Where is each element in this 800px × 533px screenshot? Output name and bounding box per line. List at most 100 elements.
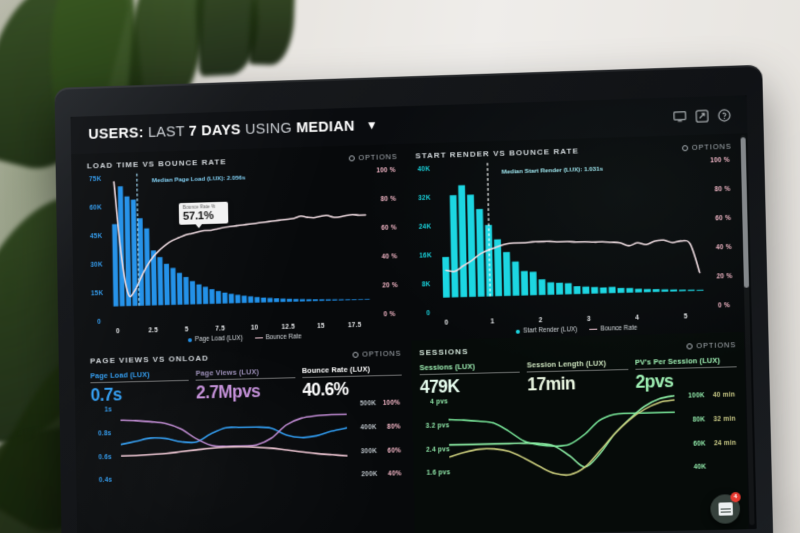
x-tick: 1 — [490, 318, 495, 326]
tooltip-pointer — [194, 222, 203, 229]
panel-page-views-vs-onload: PAGE VIEWS VS ONLOAD OPTIONS Page Load (… — [82, 340, 413, 533]
y2-tick: 200K — [361, 470, 378, 479]
panel-sessions: SESSIONS OPTIONS Sessions (LUX) 479K Ses… — [411, 331, 749, 533]
legend-item[interactable]: Bounce Rate — [254, 333, 302, 342]
y3-tick: 40% — [387, 470, 402, 478]
y-tick: 60K — [89, 204, 102, 212]
gear-icon — [681, 144, 688, 151]
legend-item[interactable]: Start Render (LUX) — [516, 326, 577, 335]
x-tick: 3 — [586, 315, 591, 323]
x-tick: 17.5 — [347, 321, 362, 330]
chat-button[interactable]: 4 — [710, 492, 741, 524]
header-icon-group — [673, 108, 731, 123]
screen: USERS: LAST 7 DAYS USING MEDIAN ▼ — [70, 95, 757, 533]
y2-tick: 0 % — [383, 311, 396, 319]
kpi-row: Page Load (LUX) 0.7s Page Views (LUX) 2.… — [90, 364, 402, 407]
kpi-value: 0.7s — [90, 384, 122, 405]
y2-tick: 60 % — [715, 214, 732, 223]
y-tick: 32K — [418, 194, 431, 203]
x-tick: 2.5 — [148, 327, 159, 335]
chat-widget[interactable]: 4 — [710, 492, 741, 524]
y-tick: 24K — [418, 223, 432, 231]
gear-icon — [352, 351, 359, 358]
y2-tick: 500K — [359, 399, 377, 408]
y-tick: 0.6s — [98, 453, 112, 462]
y2-tick: 80 % — [714, 185, 731, 194]
y3-tick: 32 min — [713, 415, 736, 424]
legend-dash-icon — [589, 328, 598, 331]
gear-icon — [686, 342, 693, 349]
help-icon[interactable] — [718, 108, 731, 121]
kpi-value: 2pvs — [635, 370, 674, 392]
y3-tick: 60% — [387, 447, 402, 455]
options-button[interactable]: OPTIONS — [681, 141, 732, 153]
y2-tick: 80 % — [380, 195, 397, 204]
kpi-page-load: Page Load (LUX) 0.7s — [90, 369, 190, 407]
panel-start-render-vs-bounce-rate: START RENDER VS BOUNCE RATE OPTIONS 40K … — [407, 133, 744, 339]
y2-tick: 100 % — [709, 156, 730, 165]
options-button[interactable]: OPTIONS — [348, 152, 398, 163]
y-tick: 0 — [97, 318, 102, 326]
y3-tick: 80% — [387, 423, 401, 431]
y-tick: 0 — [426, 310, 431, 318]
y2-tick: 40 % — [381, 253, 398, 261]
y2-tick: 40 % — [715, 243, 732, 252]
x-tick: 7.5 — [215, 325, 226, 333]
chart-page-views: 1s 0.8s 0.6s 0.4s 500K 400K 300K 200K 10… — [91, 399, 404, 483]
chart-canvas-start-render — [443, 163, 704, 299]
bounce-rate-tooltip: Bounce Rate % 57.1% — [178, 201, 229, 229]
y-tick: 40K — [417, 165, 431, 174]
laptop-device: USERS: LAST 7 DAYS USING MEDIAN ▼ — [54, 64, 774, 533]
y3-tick: 100% — [382, 399, 401, 407]
kpi-session-length: Session Length (LUX) 17min — [527, 358, 629, 396]
options-label: OPTIONS — [358, 152, 398, 163]
y3-tick: 40 min — [712, 391, 736, 399]
y2-tick: 400K — [360, 423, 377, 432]
legend-item[interactable]: Page Load (LUX) — [187, 334, 243, 344]
chevron-down-icon[interactable]: ▼ — [365, 117, 379, 133]
y-tick: 45K — [89, 232, 103, 241]
monitor-icon[interactable] — [673, 110, 686, 123]
chart-canvas-sessions — [448, 394, 676, 479]
panel-load-time-vs-bounce-rate: LOAD TIME VS BOUNCE RATE OPTIONS 75K 60K… — [78, 143, 409, 347]
x-tick: 5 — [184, 326, 189, 334]
legend-label: Start Render (LUX) — [523, 326, 578, 335]
y2-tick: 80K — [692, 416, 706, 424]
options-button[interactable]: OPTIONS — [352, 349, 401, 359]
y-tick: 0.8s — [98, 430, 112, 438]
y-tick: 3.2 pvs — [425, 422, 450, 430]
chart-start-render: 40K 32K 24K 16K 8K 0 100 % 80 % 60 % 40 … — [416, 154, 736, 333]
tooltip-value: 57.1% — [182, 209, 214, 223]
x-tick: 15 — [317, 322, 325, 330]
x-tick: 4 — [635, 314, 640, 322]
title-range: 7 DAYS — [188, 122, 241, 140]
chart-sessions: 4 pvs 3.2 pvs 2.4 pvs 1.6 pvs 100K 80K 6… — [420, 391, 739, 473]
y3-tick: 24 min — [713, 439, 737, 448]
legend-label: Bounce Rate — [600, 324, 638, 333]
legend-label: Bounce Rate — [265, 333, 302, 342]
panel-title: PAGE VIEWS VS ONLOAD — [89, 353, 209, 366]
title-mid: LAST — [147, 124, 185, 141]
y-tick: 75K — [89, 175, 102, 184]
legend-dot-icon — [516, 329, 521, 334]
x-tick: 10 — [250, 324, 259, 332]
analytics-dashboard-app: USERS: LAST 7 DAYS USING MEDIAN ▼ — [70, 95, 757, 533]
x-tick: 0 — [444, 319, 449, 327]
kpi-value: 17min — [527, 373, 576, 395]
legend-label: Page Load (LUX) — [194, 334, 243, 344]
share-icon[interactable] — [695, 109, 708, 122]
app-header: USERS: LAST 7 DAYS USING MEDIAN ▼ — [70, 95, 748, 155]
y2-tick: 100 % — [376, 166, 396, 175]
options-label: OPTIONS — [691, 141, 732, 152]
screen-bezel: USERS: LAST 7 DAYS USING MEDIAN ▼ — [54, 64, 774, 533]
legend-item[interactable]: Bounce Rate — [589, 325, 637, 333]
legend-dash-icon — [254, 337, 263, 339]
y-tick: 1.6 pvs — [426, 469, 451, 477]
x-tick: 5 — [683, 313, 688, 321]
y-tick: 8K — [421, 281, 431, 289]
options-button[interactable]: OPTIONS — [686, 340, 736, 350]
kpi-pvs-per-session: PV's Per Session (LUX) 2pvs — [635, 355, 737, 393]
panel-title: LOAD TIME VS BOUNCE RATE — [86, 157, 227, 171]
x-tick: 2 — [538, 317, 543, 325]
title-metric: MEDIAN — [296, 118, 355, 137]
